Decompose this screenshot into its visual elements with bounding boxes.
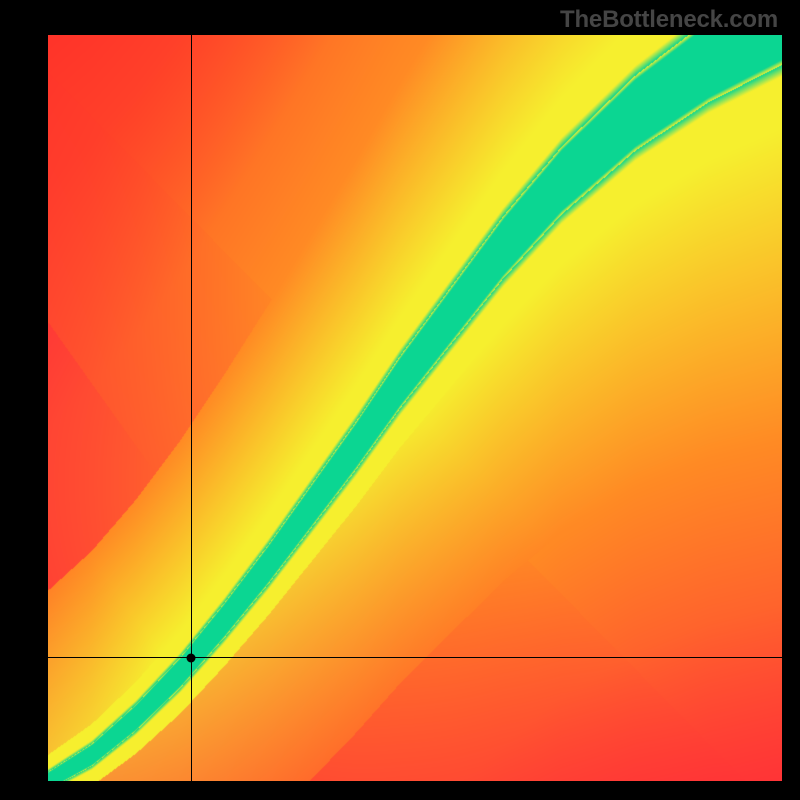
data-point-marker xyxy=(187,653,196,662)
figure-container: TheBottleneck.com xyxy=(0,0,800,800)
crosshair-vertical xyxy=(191,35,192,781)
heatmap-canvas xyxy=(48,35,782,781)
heatmap-plot xyxy=(48,35,782,781)
crosshair-horizontal xyxy=(48,657,782,658)
watermark-text: TheBottleneck.com xyxy=(560,6,778,34)
